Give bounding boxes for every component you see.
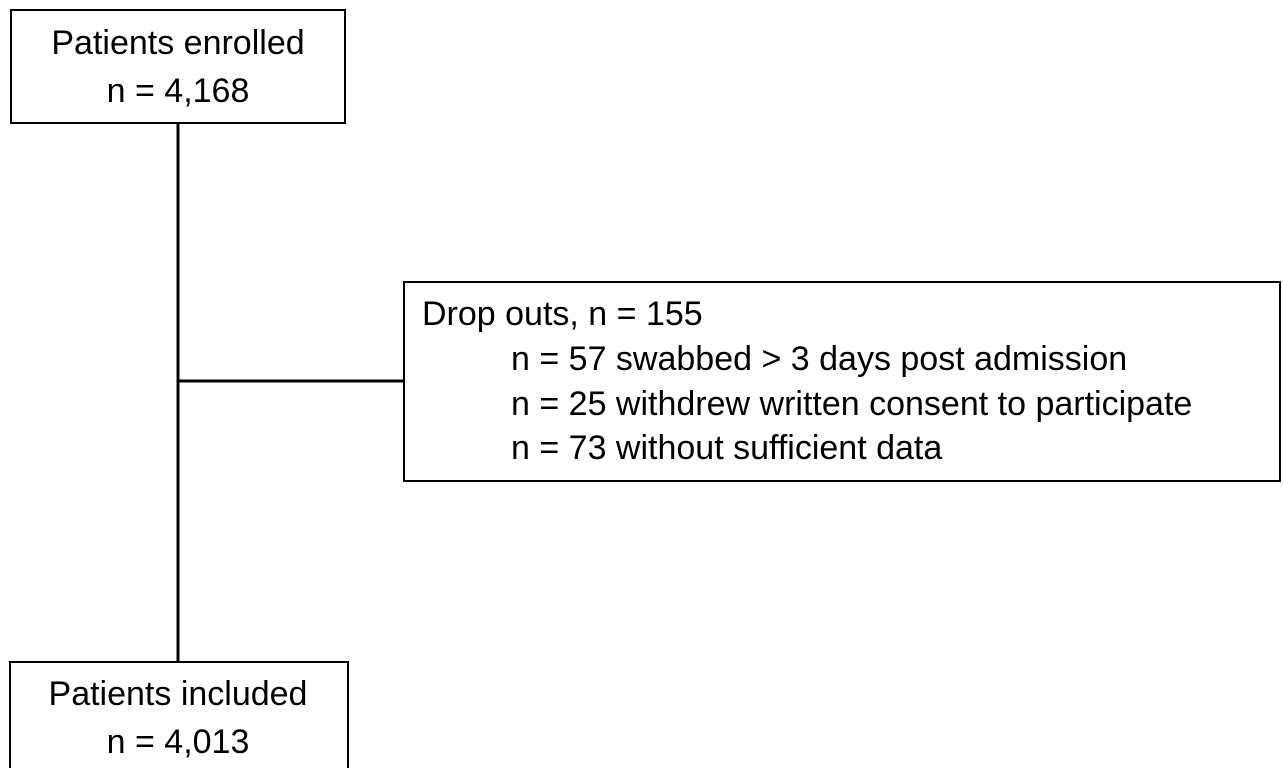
node-text: n = 4,013 xyxy=(107,723,250,761)
node-text: n = 57 swabbed > 3 days post admission xyxy=(511,340,1127,378)
node-box xyxy=(10,9,346,124)
node-text: n = 73 without sufficient data xyxy=(511,429,942,467)
node-text: Drop outs, n = 155 xyxy=(422,295,703,333)
node-text: Patients enrolled xyxy=(51,24,304,62)
node-text: n = 4,168 xyxy=(107,72,250,110)
node-box xyxy=(403,281,1281,482)
node-text: Patients included xyxy=(49,675,308,713)
node-text: n = 25 withdrew written consent to parti… xyxy=(511,385,1192,423)
node-box xyxy=(9,661,349,768)
